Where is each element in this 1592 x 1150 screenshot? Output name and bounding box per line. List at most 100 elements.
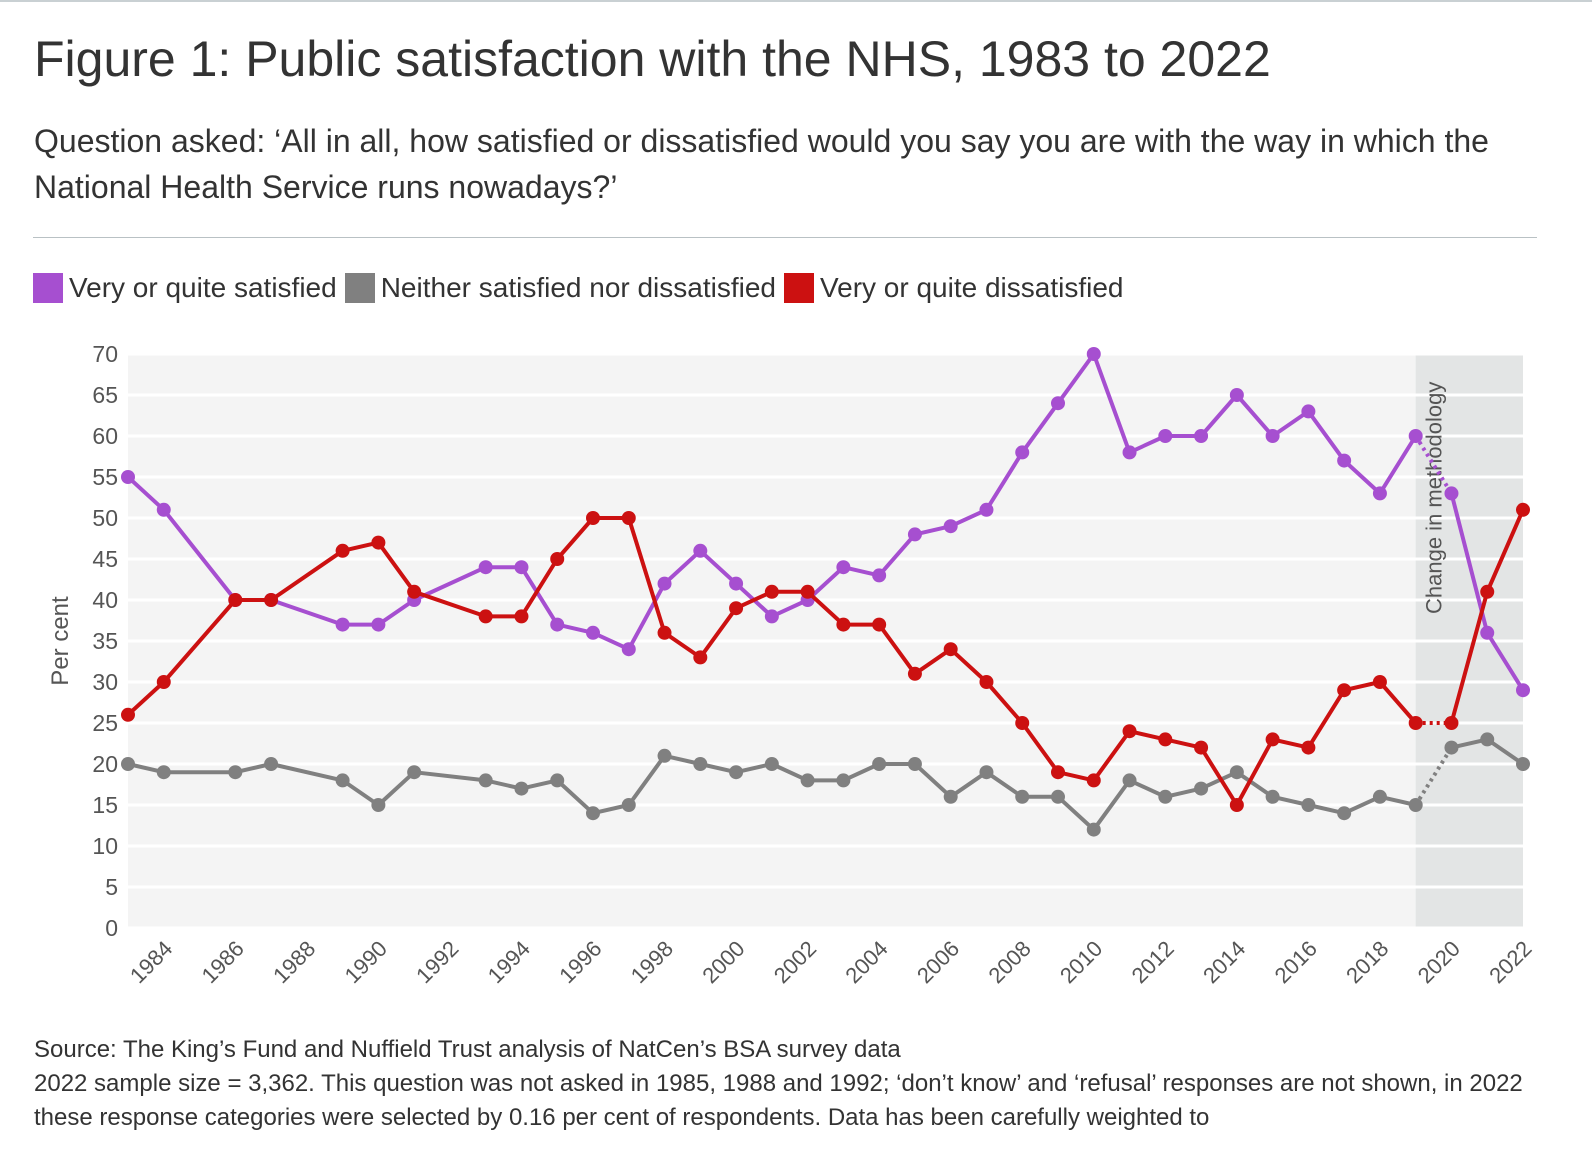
x-tick-label: 2018 xyxy=(1341,936,1393,988)
y-tick-label: 60 xyxy=(92,423,118,449)
y-tick-label: 30 xyxy=(92,669,118,695)
data-point-satisfied xyxy=(1337,453,1352,468)
data-point-satisfied xyxy=(1229,388,1244,402)
data-point-dissatisfied xyxy=(907,666,922,681)
data-point-dissatisfied xyxy=(550,552,565,566)
data-point-satisfied xyxy=(1015,445,1030,460)
legend-swatch-neither xyxy=(344,273,375,303)
data-point-dissatisfied xyxy=(1086,773,1101,788)
data-point-neither xyxy=(1015,789,1030,804)
data-point-satisfied xyxy=(1265,429,1280,443)
data-point-dissatisfied xyxy=(1051,765,1065,780)
data-point-neither xyxy=(156,765,171,780)
header-separator xyxy=(33,237,1537,238)
data-point-satisfied xyxy=(335,617,350,632)
data-point-dissatisfied xyxy=(1337,683,1352,698)
data-point-dissatisfied xyxy=(1301,740,1316,755)
legend-item-dissatisfied[interactable]: Very or quite dissatisfied xyxy=(784,272,1124,304)
legend-swatch-dissatisfied xyxy=(784,273,814,303)
data-point-satisfied xyxy=(1158,429,1173,443)
y-tick-label: 65 xyxy=(92,382,118,408)
x-tick-label: 1984 xyxy=(125,936,177,988)
data-point-neither xyxy=(264,757,279,771)
x-tick-label: 2006 xyxy=(912,936,964,988)
x-tick-label: 1998 xyxy=(626,936,678,988)
data-point-dissatisfied xyxy=(514,609,529,624)
y-tick-label: 0 xyxy=(105,915,118,941)
data-point-neither xyxy=(121,757,135,771)
footer: Source: The King’s Fund and Nuffield Tru… xyxy=(34,1033,1564,1135)
data-point-dissatisfied xyxy=(979,675,994,689)
data-point-satisfied xyxy=(693,543,708,558)
data-point-satisfied xyxy=(1051,396,1065,411)
x-tick-label: 1992 xyxy=(411,936,463,988)
sample-note: 2022 sample size = 3,362. This question … xyxy=(34,1070,1523,1131)
data-point-dissatisfied xyxy=(121,707,135,722)
y-tick-label: 35 xyxy=(92,628,118,654)
data-point-satisfied xyxy=(156,502,171,517)
data-point-satisfied xyxy=(1301,404,1316,419)
data-point-dissatisfied xyxy=(228,593,243,607)
data-point-neither xyxy=(1122,773,1137,788)
data-point-neither xyxy=(1051,789,1065,804)
data-point-satisfied xyxy=(979,502,994,517)
data-point-dissatisfied xyxy=(586,511,600,525)
data-point-dissatisfied xyxy=(1372,675,1387,689)
x-tick-label: 2008 xyxy=(983,936,1035,988)
legend-label-neither: Neither satisfied nor dissatisfied xyxy=(380,272,776,303)
x-tick-label: 2016 xyxy=(1270,936,1322,988)
line-chart: 0 5 10 15 20 25 30 35 40 45 50 55 60 65 70 Per cent 1984… xyxy=(47,341,1537,988)
data-point-neither xyxy=(550,773,565,788)
x-tick-label: 2020 xyxy=(1413,936,1465,988)
series-dashed-satisfied xyxy=(1413,434,1454,495)
data-point-neither xyxy=(1372,789,1387,804)
y-tick-label: 55 xyxy=(92,464,118,490)
data-point-neither xyxy=(872,757,887,771)
data-point-neither xyxy=(621,798,636,812)
data-point-neither xyxy=(907,757,922,771)
x-tick-label: 2014 xyxy=(1198,936,1250,988)
data-point-satisfied xyxy=(764,609,779,624)
x-tick-label: 2022 xyxy=(1484,936,1536,988)
y-tick-label: 15 xyxy=(92,792,118,818)
legend-swatch-satisfied xyxy=(33,273,63,303)
chart-subtitle: Question asked: ‘All in all, how satisfi… xyxy=(34,123,1489,205)
data-point-neither xyxy=(979,765,994,780)
data-point-neither xyxy=(1516,757,1530,771)
legend-item-neither[interactable]: Neither satisfied nor dissatisfied xyxy=(344,272,776,304)
x-tick-label: 1994 xyxy=(483,936,535,988)
data-point-satisfied xyxy=(836,560,851,575)
top-rule xyxy=(0,0,1592,2)
data-point-dissatisfied xyxy=(335,543,350,558)
data-point-neither xyxy=(1408,798,1423,812)
legend-label-satisfied: Very or quite satisfied xyxy=(69,272,337,303)
data-point-dissatisfied xyxy=(693,650,708,665)
data-point-dissatisfied xyxy=(478,609,493,624)
data-point-satisfied xyxy=(621,642,636,657)
data-point-neither xyxy=(586,806,600,821)
legend-item-satisfied[interactable]: Very or quite satisfied xyxy=(33,272,337,304)
data-point-neither xyxy=(1301,798,1316,812)
data-point-dissatisfied xyxy=(1194,740,1209,755)
x-tick-label: 2000 xyxy=(697,936,749,988)
chart-title: Figure 1: Public satisfaction with the N… xyxy=(34,31,1271,87)
x-tick-label: 2004 xyxy=(840,936,892,988)
data-point-neither xyxy=(478,773,493,788)
data-point-neither xyxy=(514,781,529,796)
data-point-neither xyxy=(1158,789,1173,804)
series-line-dissatisfied xyxy=(126,516,1418,807)
data-point-dissatisfied xyxy=(371,535,386,550)
data-point-satisfied xyxy=(586,625,600,640)
y-tick-label: 40 xyxy=(92,587,118,613)
data-point-neither xyxy=(228,765,243,780)
data-point-dissatisfied xyxy=(1265,732,1280,747)
data-point-neither xyxy=(764,757,779,771)
data-point-neither xyxy=(1229,765,1244,780)
data-point-dissatisfied xyxy=(1122,724,1137,739)
x-tick-label: 1986 xyxy=(197,936,249,988)
data-point-dissatisfied xyxy=(1408,716,1423,730)
data-point-neither xyxy=(943,789,958,804)
data-point-dissatisfied xyxy=(1516,502,1530,517)
data-point-dissatisfied xyxy=(764,584,779,599)
data-point-satisfied xyxy=(657,576,672,591)
